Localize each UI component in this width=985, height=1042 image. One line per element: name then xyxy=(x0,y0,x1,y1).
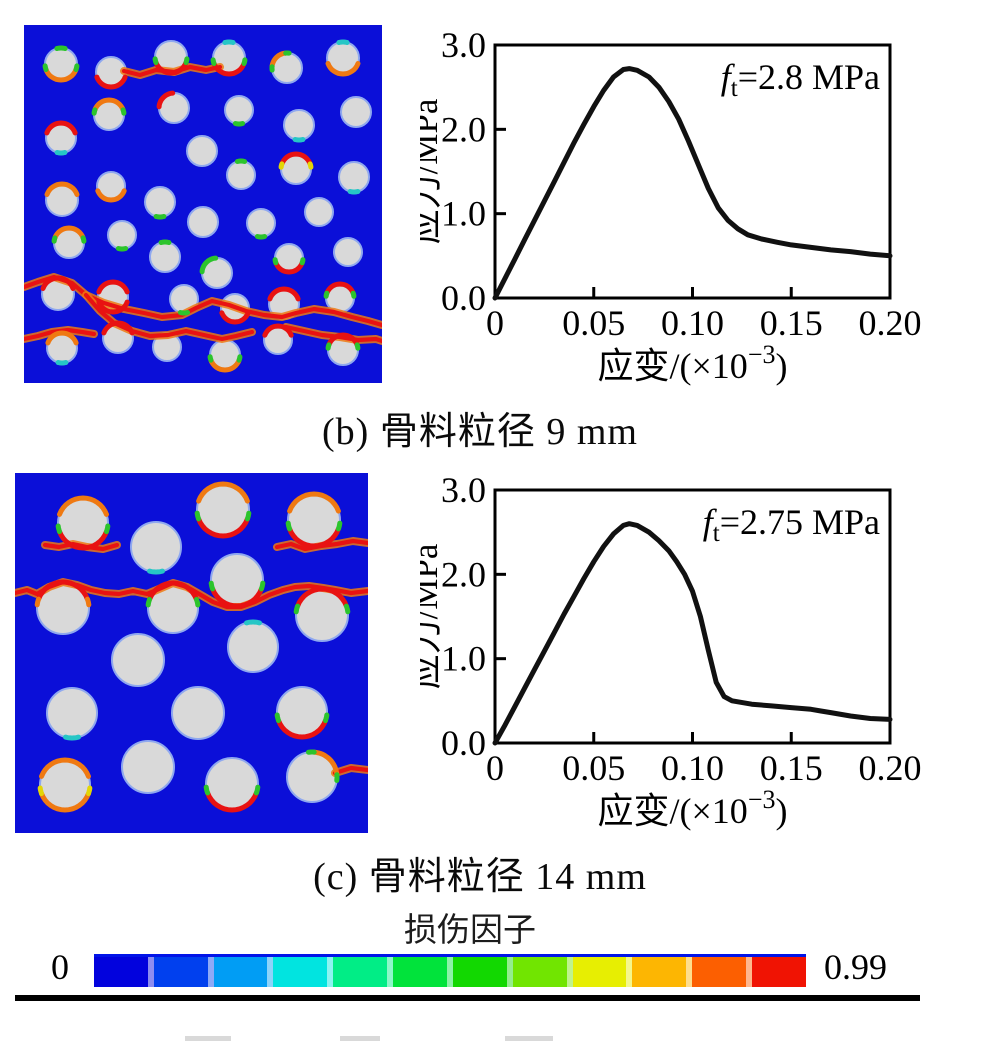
x-tick-label: 0.10 xyxy=(661,303,724,343)
colorbar-divider xyxy=(566,954,573,987)
aggregate-particle xyxy=(246,208,276,238)
colorbar-segment xyxy=(273,954,328,987)
x-tick-label: 0.15 xyxy=(760,303,823,343)
y-tick-label: 3.0 xyxy=(441,470,486,510)
colorbar-segment xyxy=(393,954,447,987)
y-axis-title: 应力/MPa xyxy=(420,98,445,244)
caption-b: (b) 骨料粒径 9 mm xyxy=(322,411,638,453)
colorbar-divider xyxy=(387,954,394,987)
y-tick-label: 2.0 xyxy=(441,554,486,594)
cropped-text-artifact xyxy=(505,1036,553,1041)
colorbar-divider xyxy=(686,954,693,987)
aggregate-particle xyxy=(171,686,225,740)
aggregate-particle xyxy=(111,633,165,687)
axis-ticks xyxy=(495,572,793,743)
cropped-text-artifact xyxy=(185,1036,231,1041)
colorbar-divider xyxy=(207,954,214,987)
axis-ticks xyxy=(495,127,793,298)
y-tick-label: 1.0 xyxy=(441,639,486,679)
aggregate-particle xyxy=(224,95,254,125)
y-tick-label: 0.0 xyxy=(441,723,486,763)
y-tick-label: 2.0 xyxy=(441,109,486,149)
damage-map-14mm xyxy=(15,473,368,833)
colorbar-divider xyxy=(327,954,334,987)
colorbar-divider xyxy=(267,954,274,987)
aggregate-particle xyxy=(144,186,176,218)
cropped-text-artifact xyxy=(340,1036,380,1041)
aggregate-particle xyxy=(121,740,175,794)
colorbar-segment xyxy=(94,954,148,987)
colorbar-top-line xyxy=(94,954,806,957)
aggregate-particle xyxy=(338,161,370,193)
colorbar-min-label: 0 xyxy=(51,947,69,987)
aggregate-particle xyxy=(149,241,181,273)
stress-strain-curve xyxy=(492,66,893,301)
colorbar-divider xyxy=(626,954,633,987)
peak-strength-annotation: ft=2.75 MPa xyxy=(703,502,880,547)
y-tick-label: 3.0 xyxy=(441,25,486,65)
aggregate-particle xyxy=(46,687,98,739)
aggregate-particle xyxy=(333,237,363,267)
aggregate-particle xyxy=(226,160,256,190)
x-tick-label: 0.15 xyxy=(760,748,823,788)
x-tick-label: 0.10 xyxy=(661,748,724,788)
y-tick-label: 1.0 xyxy=(441,194,486,234)
interface-damage-arcs xyxy=(40,39,361,373)
x-axis-title: 应变/(×10−3) xyxy=(598,340,788,386)
separator-line xyxy=(15,995,920,1001)
damage-colorbar xyxy=(94,954,806,987)
colorbar-divider xyxy=(446,954,453,987)
colorbar-segment xyxy=(452,954,507,987)
x-tick-label: 0 xyxy=(486,303,504,343)
colorbar-segment xyxy=(752,954,806,987)
peak-strength-annotation: ft=2.8 MPa xyxy=(721,57,880,102)
aggregate-particle xyxy=(304,197,334,227)
aggregates xyxy=(36,483,349,811)
stress-strain-chart-14mm: 0 0.05 0.10 0.15 0.20 0.0 1.0 2.0 3.0 应力/MPa 应变/(×… xyxy=(420,470,922,831)
interface-damage-arcs xyxy=(34,481,351,813)
x-axis-title: 应变/(×10−3) xyxy=(598,785,788,831)
x-tick-label: 0.20 xyxy=(859,748,922,788)
x-tick-label: 0.05 xyxy=(562,303,625,343)
colorbar-max-label: 0.99 xyxy=(824,947,887,987)
aggregate-particle xyxy=(130,521,182,573)
colorbar-segment xyxy=(213,954,268,987)
colorbar-segment xyxy=(572,954,627,987)
damage-map-9mm xyxy=(24,25,382,383)
x-tick-label: 0 xyxy=(486,748,504,788)
colorbar-title: 损伤因子 xyxy=(404,913,536,949)
aggregate-particle xyxy=(186,135,218,167)
y-tick-label: 0.0 xyxy=(441,278,486,318)
stress-strain-curve xyxy=(492,521,893,746)
aggregate-particle xyxy=(283,109,315,141)
aggregate-particle xyxy=(227,621,279,673)
x-tick-label: 0.20 xyxy=(859,303,922,343)
colorbar-segment xyxy=(333,954,388,987)
stress-strain-chart-9mm: 0 0.05 0.10 0.15 0.20 0.0 1.0 2.0 3.0 应力/MPa 应变/(×… xyxy=(420,25,922,386)
colorbar-divider xyxy=(746,954,753,987)
aggregate-particle xyxy=(340,96,372,128)
y-axis-title: 应力/MPa xyxy=(420,543,445,689)
colorbar-divider xyxy=(506,954,513,987)
colorbar-divider xyxy=(147,954,154,987)
colorbar-segment xyxy=(632,954,687,987)
x-tick-label: 0.05 xyxy=(562,748,625,788)
colorbar-segment xyxy=(512,954,567,987)
colorbar-segment xyxy=(692,954,747,987)
colorbar-segment xyxy=(153,954,208,987)
aggregate-particle xyxy=(187,206,219,238)
caption-c: (c) 骨料粒径 14 mm xyxy=(313,856,647,898)
aggregate-particle xyxy=(107,220,137,250)
